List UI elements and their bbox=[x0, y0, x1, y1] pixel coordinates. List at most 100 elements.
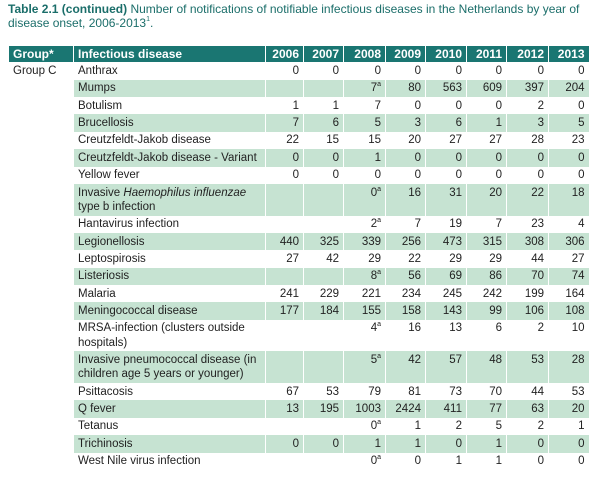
cell-footnote: a bbox=[377, 321, 381, 329]
column-header: Infectious disease bbox=[73, 46, 266, 63]
value-cell: 158 bbox=[385, 302, 426, 320]
disease-cell: Malaria bbox=[73, 285, 266, 303]
value-cell: 2 bbox=[506, 417, 549, 436]
value-cell: 315 bbox=[466, 232, 507, 251]
value-cell: 1003 bbox=[343, 400, 386, 418]
caption-text: Number of notifications of notifiable in… bbox=[8, 2, 580, 30]
value-cell: 0 bbox=[385, 166, 426, 184]
value-cell: 57 bbox=[425, 351, 467, 384]
value-cell: 53 bbox=[506, 351, 549, 384]
value-cell: 195 bbox=[303, 400, 344, 418]
value-cell: 2a bbox=[343, 215, 386, 233]
cell-value: 2 bbox=[370, 218, 378, 231]
value-cell: 0 bbox=[506, 452, 549, 471]
value-cell: 10 bbox=[548, 319, 589, 352]
value-cell: 44 bbox=[506, 383, 549, 401]
disease-cell: Legionellosis bbox=[73, 232, 266, 251]
value-cell: 0 bbox=[466, 62, 507, 80]
value-cell: 0 bbox=[265, 166, 304, 184]
empty-cell bbox=[303, 319, 344, 352]
value-cell: 229 bbox=[303, 285, 344, 303]
value-cell: 1 bbox=[466, 114, 507, 132]
value-cell: 53 bbox=[303, 383, 344, 401]
value-cell: 108 bbox=[548, 302, 589, 320]
disease-cell: Trichinosis bbox=[73, 435, 266, 453]
value-cell: 0 bbox=[548, 149, 589, 167]
empty-cell bbox=[303, 267, 344, 286]
value-cell: 5a bbox=[343, 351, 386, 384]
value-cell: 184 bbox=[303, 302, 344, 320]
value-cell: 0 bbox=[548, 62, 589, 80]
disease-cell: Listeriosis bbox=[73, 267, 266, 286]
value-cell: 177 bbox=[265, 302, 304, 320]
value-cell: 0 bbox=[548, 96, 589, 115]
value-cell: 31 bbox=[425, 183, 467, 216]
value-cell: 7 bbox=[385, 215, 426, 233]
table-row: Trichinosis 0 0 1 1 0 1 0 0 bbox=[9, 435, 589, 453]
value-cell: 0 bbox=[548, 452, 589, 471]
table-row: Legionellosis 440 325 339 256 473 315 308 306 bbox=[9, 232, 589, 251]
table-row: MRSA-infection (clusters outside hospita… bbox=[9, 319, 589, 352]
disease-cell: Invasive pneumococcal disease (in childr… bbox=[73, 351, 266, 384]
value-cell: 6 bbox=[425, 114, 467, 132]
value-cell: 308 bbox=[506, 232, 549, 251]
column-header: 2010 bbox=[425, 46, 467, 63]
cell-footnote: a bbox=[377, 419, 381, 427]
value-cell: 1 bbox=[343, 435, 386, 453]
table-row: Hantavirus infection 2a 7 19 7 23 4 bbox=[9, 215, 589, 233]
value-cell: 29 bbox=[425, 250, 467, 268]
value-cell: 473 bbox=[425, 232, 467, 251]
value-cell: 16 bbox=[385, 183, 426, 216]
value-cell: 86 bbox=[466, 267, 507, 286]
cell-value: 0 bbox=[370, 455, 378, 468]
value-cell: 245 bbox=[425, 285, 467, 303]
value-cell: 563 bbox=[425, 79, 467, 97]
value-cell: 106 bbox=[506, 302, 549, 320]
value-cell: 29 bbox=[343, 250, 386, 268]
value-cell: 18 bbox=[548, 183, 589, 216]
value-cell: 440 bbox=[265, 232, 304, 251]
value-cell: 241 bbox=[265, 285, 304, 303]
value-cell: 0 bbox=[466, 149, 507, 167]
value-cell: 53 bbox=[548, 383, 589, 401]
disease-cell: Psittacosis bbox=[73, 383, 266, 401]
table-row: Yellow fever 0 0 0 0 0 0 0 0 bbox=[9, 166, 589, 184]
table-row: Listeriosis 8a 56 69 86 70 74 bbox=[9, 267, 589, 286]
value-cell: 44 bbox=[506, 250, 549, 268]
value-cell: 1 bbox=[466, 452, 507, 471]
table-row: Botulism 1 1 7 0 0 0 2 0 bbox=[9, 96, 589, 115]
column-header: 2008 bbox=[343, 46, 386, 63]
disease-cell: Tetanus bbox=[73, 417, 266, 436]
value-cell: 3 bbox=[506, 114, 549, 132]
table-row: Meningococcal disease 177 184 155 158 143 99 10… bbox=[9, 302, 589, 320]
cell-value: 4 bbox=[370, 322, 378, 335]
value-cell: 5 bbox=[548, 114, 589, 132]
value-cell: 0 bbox=[506, 149, 549, 167]
value-cell: 306 bbox=[548, 232, 589, 251]
value-cell: 0 bbox=[265, 149, 304, 167]
empty-cell bbox=[303, 351, 344, 384]
disease-cell: Creutzfeldt-Jakob disease - Variant bbox=[73, 149, 266, 167]
value-cell: 609 bbox=[466, 79, 507, 97]
value-cell: 0 bbox=[548, 435, 589, 453]
value-cell: 1 bbox=[385, 435, 426, 453]
value-cell: 234 bbox=[385, 285, 426, 303]
value-cell: 23 bbox=[506, 215, 549, 233]
empty-cell bbox=[303, 183, 344, 216]
table-row: Mumps 7a 80 563 609 397 204 bbox=[9, 79, 589, 97]
value-cell: 0 bbox=[343, 166, 386, 184]
value-cell: 67 bbox=[265, 383, 304, 401]
value-cell: 0 bbox=[303, 62, 344, 80]
column-header: 2013 bbox=[548, 46, 589, 63]
value-cell: 411 bbox=[425, 400, 467, 418]
group-cell: Group C bbox=[8, 62, 74, 471]
value-cell: 0 bbox=[466, 166, 507, 184]
value-cell: 2 bbox=[506, 319, 549, 352]
value-cell: 0 bbox=[303, 435, 344, 453]
value-cell: 0 bbox=[506, 62, 549, 80]
value-cell: 0 bbox=[506, 435, 549, 453]
empty-cell bbox=[303, 417, 344, 436]
value-cell: 8a bbox=[343, 267, 386, 286]
empty-cell bbox=[303, 452, 344, 471]
value-cell: 80 bbox=[385, 79, 426, 97]
